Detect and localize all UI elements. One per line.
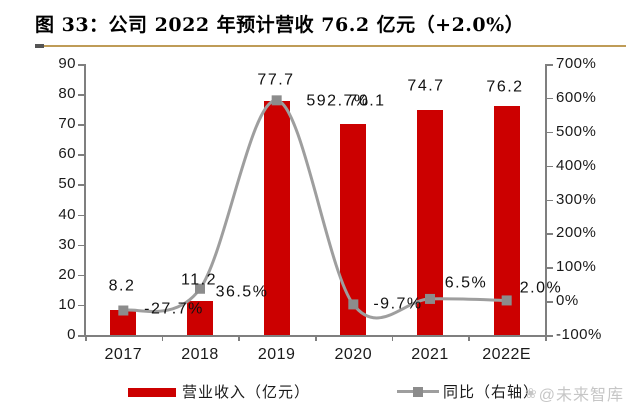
right-axis-tick xyxy=(546,233,553,235)
right-axis-tick xyxy=(546,97,553,100)
yoy-marker-2020 xyxy=(348,299,359,310)
yoy-marker-2019 xyxy=(271,95,282,106)
left-axis-tick-label: 70 xyxy=(58,115,76,133)
left-axis-tick xyxy=(78,274,85,277)
left-axis-tick-label: 30 xyxy=(58,235,76,253)
right-axis-tick-label: 500% xyxy=(556,122,597,140)
right-axis-tick xyxy=(546,301,553,303)
x-axis-tick xyxy=(545,335,547,341)
left-axis-tick-label: 10 xyxy=(58,295,76,313)
right-axis-tick xyxy=(546,199,553,201)
x-axis-label: 2018 xyxy=(181,346,219,363)
figure-title: 图 33：公司 2022 年预计营收 76.2 亿元（+2.0%） xyxy=(35,14,525,36)
legend-yoy-marker xyxy=(413,387,423,397)
right-axis-tick xyxy=(546,165,553,168)
legend-yoy-label: 同比（右轴） xyxy=(443,384,540,401)
left-axis-tick-label: 90 xyxy=(58,55,76,72)
right-axis-tick-label: 100% xyxy=(556,258,597,276)
right-axis-tick xyxy=(546,64,553,66)
right-axis-tick-label: 700% xyxy=(556,55,597,72)
left-axis-tick xyxy=(78,184,85,186)
revenue-value-label-2021: 74.7 xyxy=(407,77,445,95)
revenue-value-label-2019: 77.7 xyxy=(257,71,295,89)
left-axis-tick-label: 60 xyxy=(58,145,76,163)
watermark-text: @未来智库 xyxy=(538,387,624,404)
left-axis-tick xyxy=(78,94,85,96)
yoy-marker-2017 xyxy=(118,305,129,316)
x-axis-label: 2020 xyxy=(334,346,373,363)
x-axis-tick xyxy=(85,335,87,341)
x-axis-tick xyxy=(315,335,317,341)
legend-revenue-label: 营业收入（亿元） xyxy=(182,384,311,401)
left-axis-tick xyxy=(78,304,85,307)
x-axis-tick xyxy=(468,335,470,341)
yoy-value-label-2022E: 2.0% xyxy=(519,279,563,297)
right-axis-tick-label: 400% xyxy=(556,156,597,174)
bar-2018 xyxy=(187,301,213,335)
yoy-marker-2018 xyxy=(195,283,205,294)
left-axis-tick xyxy=(78,214,85,217)
left-axis-tick xyxy=(78,124,85,126)
yoy-value-label-2020: -9.7% xyxy=(373,295,423,313)
revenue-value-label-2017: 8.2 xyxy=(108,277,136,295)
watermark: ❀ @未来智库 xyxy=(525,381,624,405)
left-axis-tick xyxy=(78,244,85,247)
revenue-value-label-2022E: 76.2 xyxy=(486,78,524,96)
yoy-value-label-2019: 592.7% xyxy=(306,92,370,110)
right-axis-line xyxy=(545,64,547,335)
left-axis-tick xyxy=(78,335,85,337)
bar-2019 xyxy=(263,101,290,335)
left-axis-tick xyxy=(78,64,85,66)
left-axis-tick-label: 40 xyxy=(58,205,76,223)
right-axis-tick-label: 600% xyxy=(556,88,597,106)
left-axis-tick xyxy=(78,154,85,156)
left-axis-tick-label: 50 xyxy=(58,175,76,193)
right-axis-tick-label: -100% xyxy=(556,326,602,343)
right-axis-tick xyxy=(546,335,553,337)
zhiku-logo-icon: ❀ xyxy=(525,384,538,401)
left-axis-line xyxy=(84,64,86,335)
x-axis-label: 2017 xyxy=(104,346,143,363)
x-axis-tick xyxy=(391,335,394,341)
x-axis-tick xyxy=(161,335,164,341)
right-axis-tick xyxy=(546,131,553,134)
right-axis-tick-label: 200% xyxy=(556,224,597,242)
yoy-marker-2021 xyxy=(425,293,435,304)
yoy-value-label-2018: 36.5% xyxy=(215,283,269,301)
title-underline-start xyxy=(35,44,44,48)
x-axis-tick xyxy=(238,335,240,341)
x-axis-label: 2021 xyxy=(411,346,449,363)
title-underline xyxy=(35,45,626,47)
left-axis-tick-label: 0 xyxy=(67,326,76,343)
yoy-marker-2022E xyxy=(501,295,512,306)
yoy-value-label-2021: 6.5% xyxy=(444,274,488,292)
right-axis-tick-label: 300% xyxy=(556,190,597,208)
revenue-value-label-2020: 70.1 xyxy=(348,92,386,110)
revenue-value-label-2018: 11.2 xyxy=(181,271,217,289)
right-axis-tick-label: 0% xyxy=(556,292,579,310)
left-axis-tick-label: 20 xyxy=(58,265,76,283)
x-axis-label: 2022E xyxy=(482,346,532,363)
right-axis-tick xyxy=(546,267,553,269)
left-axis-tick-label: 80 xyxy=(58,85,76,103)
yoy-value-label-2017: -27.7% xyxy=(144,300,204,318)
legend-revenue-swatch xyxy=(128,388,176,397)
x-axis-label: 2019 xyxy=(257,346,296,363)
